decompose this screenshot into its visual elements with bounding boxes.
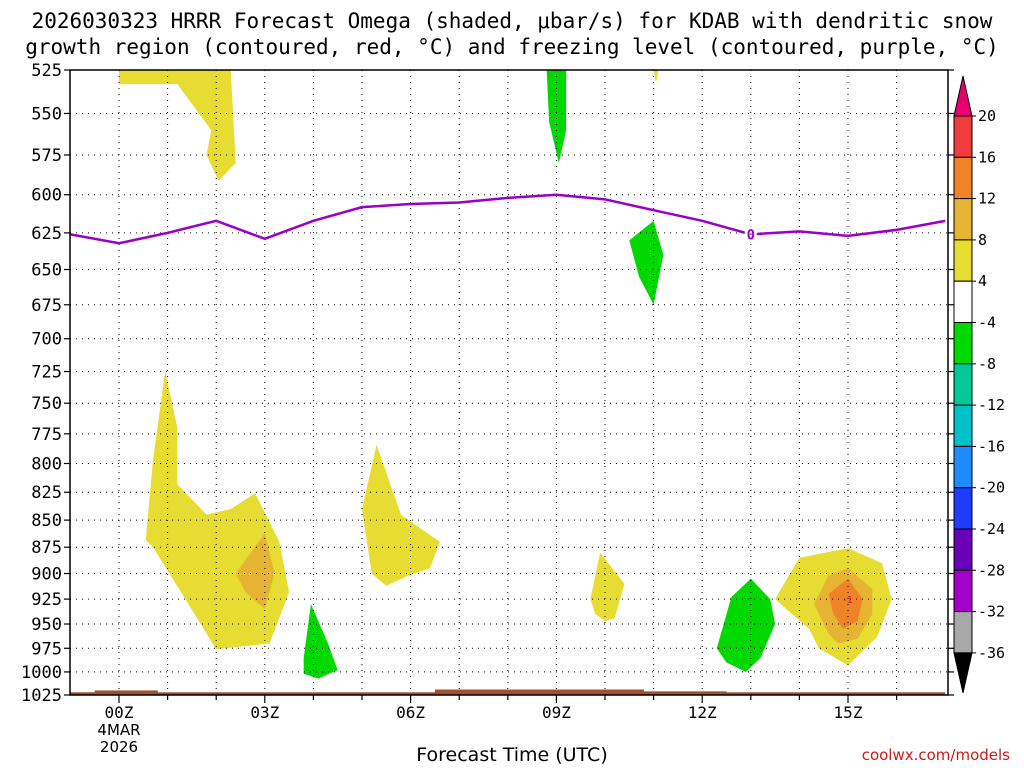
omega-pos-c — [362, 444, 440, 586]
terrain-bar — [94, 690, 158, 695]
y-tick-label: 975 — [31, 639, 62, 659]
omega-pos-f — [653, 70, 659, 83]
terrain-bar — [643, 691, 727, 695]
y-tick-label: 1000 — [21, 663, 62, 683]
chart-title-line-2: growth region (contoured, red, °C) and f… — [25, 35, 999, 59]
colorbar-swatch — [953, 156, 973, 200]
colorbar-tick-label: 8 — [978, 231, 987, 249]
x-tick-label: 03Z — [250, 703, 279, 722]
omega-pos-a — [119, 70, 236, 181]
x-axis-label: Forecast Time (UTC) — [416, 744, 608, 766]
y-tick-label: 900 — [31, 565, 62, 585]
omega-neg-c — [303, 604, 338, 679]
colorbar-tick-label: 20 — [978, 107, 996, 125]
y-tick-label: 625 — [31, 224, 62, 244]
colorbar-swatch — [953, 280, 973, 324]
date-label: 4MAR 2026 — [89, 722, 149, 756]
omega-shading — [119, 70, 892, 679]
terrain-bar — [434, 689, 644, 695]
omega-pos-d — [590, 552, 625, 622]
x-tick-label: 12Z — [688, 703, 717, 722]
y-tick-label: 925 — [31, 590, 62, 610]
colorbar-tick-label: -8 — [978, 355, 996, 373]
freezing-level-label-bg — [744, 226, 757, 243]
gridlines — [70, 69, 948, 696]
y-axis: 525 550 575 600 625 650 675 700 725 750 775 800 825 8… — [21, 61, 954, 706]
omega-neg-d — [716, 578, 776, 672]
colorbar-tick-label: 4 — [978, 272, 987, 290]
colorbar-swatch — [953, 611, 973, 654]
freezing-level-contour: 0 — [70, 193, 946, 245]
colorbar-tick-label: -20 — [978, 479, 1005, 497]
colorbar-tick-label: -24 — [978, 520, 1005, 538]
y-tick-label: 850 — [31, 511, 62, 531]
y-tick-label: 800 — [31, 454, 62, 474]
y-tick-label: 1025 — [21, 686, 62, 706]
colorbar-swatch — [953, 239, 973, 282]
y-tick-label: 600 — [31, 186, 62, 206]
chart-title-line-1: 2026030323 HRRR Forecast Omega (shaded, … — [31, 9, 993, 33]
point-marks: -1 — [843, 595, 853, 606]
omega-pos-g — [235, 533, 275, 610]
colorbar-bottom-arrow — [953, 652, 973, 694]
y-tick-label: 575 — [31, 146, 62, 166]
y-tick-label: 550 — [31, 104, 62, 124]
colorbar-top-arrow — [953, 75, 973, 117]
omega-neg-b — [629, 220, 664, 305]
colorbar-swatch — [953, 528, 973, 571]
omega-pos-i — [828, 578, 863, 629]
y-tick-label: 525 — [31, 61, 62, 81]
credit-text: coolwx.com/models — [861, 746, 1010, 764]
omega-pos-b — [145, 371, 290, 650]
colorbar-tick-label: 12 — [978, 190, 996, 208]
y-tick-label: 875 — [31, 538, 62, 558]
colorbar-swatch — [953, 569, 973, 613]
colorbar-tick-label: -32 — [978, 603, 1005, 621]
dendritic-contour-label: -1 — [843, 595, 853, 606]
freezing-level-label: 0 — [747, 227, 755, 243]
y-tick-label: 725 — [31, 363, 62, 383]
plot-frame — [69, 69, 949, 696]
y-tick-label: 775 — [31, 425, 62, 445]
x-tick-label: 09Z — [542, 703, 571, 722]
x-tick-label: 15Z — [834, 703, 863, 722]
colorbar-swatch — [953, 487, 973, 530]
y-tick-label: 650 — [31, 261, 62, 281]
colorbar-swatch — [953, 198, 973, 241]
colorbar-swatch — [953, 115, 973, 158]
colorbar-tick-label: -4 — [978, 314, 996, 332]
y-tick-label: 700 — [31, 330, 62, 350]
colorbar-swatch — [953, 322, 973, 365]
colorbar-swatch — [953, 445, 973, 489]
y-tick-label: 950 — [31, 615, 62, 635]
colorbar-tick-label: -36 — [978, 644, 1005, 662]
colorbar-swatch — [953, 363, 973, 406]
colorbar: 20 16 12 8 4 -4 -8 -12 -16 -20 -24 -28 -32 -36 — [953, 75, 1005, 694]
y-tick-label: 750 — [31, 394, 62, 414]
y-tick-label: 675 — [31, 296, 62, 316]
omega-neg-a — [546, 70, 567, 164]
date-label-year: 2026 — [99, 738, 139, 756]
y-tick-label: 825 — [31, 483, 62, 503]
date-label-day: 4MAR — [97, 721, 141, 739]
x-tick-label: 06Z — [396, 703, 425, 722]
terrain-bars — [70, 689, 946, 695]
x-tick-label: 00Z — [105, 703, 134, 722]
x-axis: 00Z 03Z 06Z 09Z 12Z 15Z — [105, 695, 898, 722]
colorbar-swatch — [953, 404, 973, 447]
colorbar-tick-label: 16 — [978, 148, 996, 166]
colorbar-tick-label: -12 — [978, 396, 1005, 414]
freezing-level-line — [70, 193, 946, 245]
colorbar-tick-label: -16 — [978, 437, 1005, 455]
colorbar-tick-label: -28 — [978, 561, 1005, 579]
